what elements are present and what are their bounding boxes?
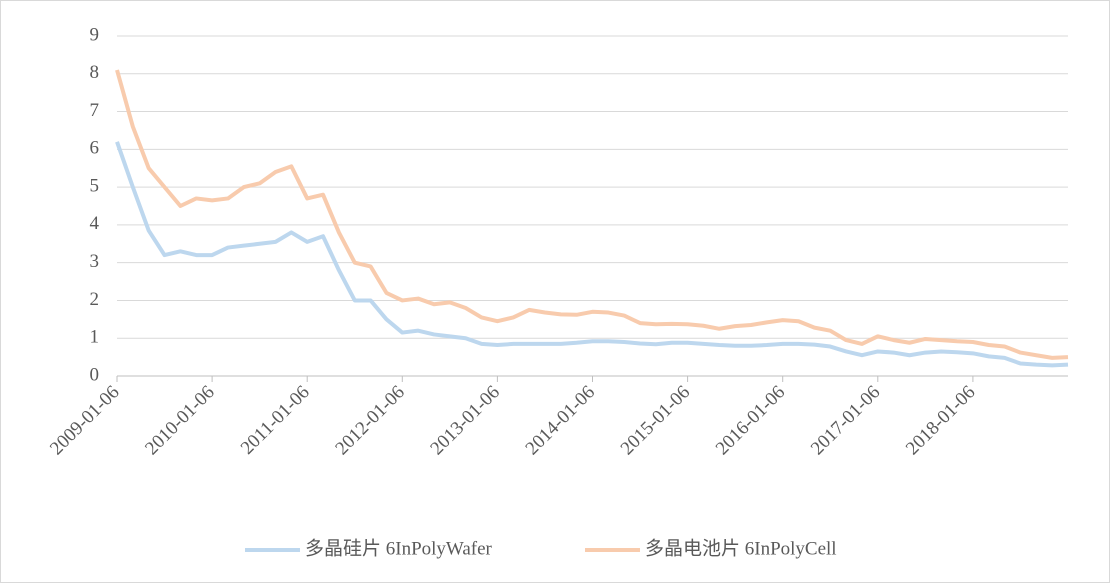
y-tick-label: 4	[90, 213, 100, 234]
y-tick-label: 8	[90, 62, 100, 83]
series-line	[115, 69, 1069, 360]
legend-label: 多晶电池片 6InPolyCell	[645, 537, 837, 559]
y-tick-label: 1	[90, 327, 100, 348]
legend-label: 多晶硅片 6InPolyWafer	[305, 537, 493, 559]
y-tick-label: 0	[90, 364, 100, 385]
y-tick-label: 5	[90, 175, 100, 196]
y-tick-label: 6	[90, 138, 100, 159]
y-tick-label: 7	[90, 100, 100, 121]
y-tick-label: 2	[90, 289, 100, 310]
y-tick-label: 9	[90, 24, 100, 45]
y-tick-label: 3	[90, 251, 100, 272]
series-line	[115, 141, 1069, 368]
